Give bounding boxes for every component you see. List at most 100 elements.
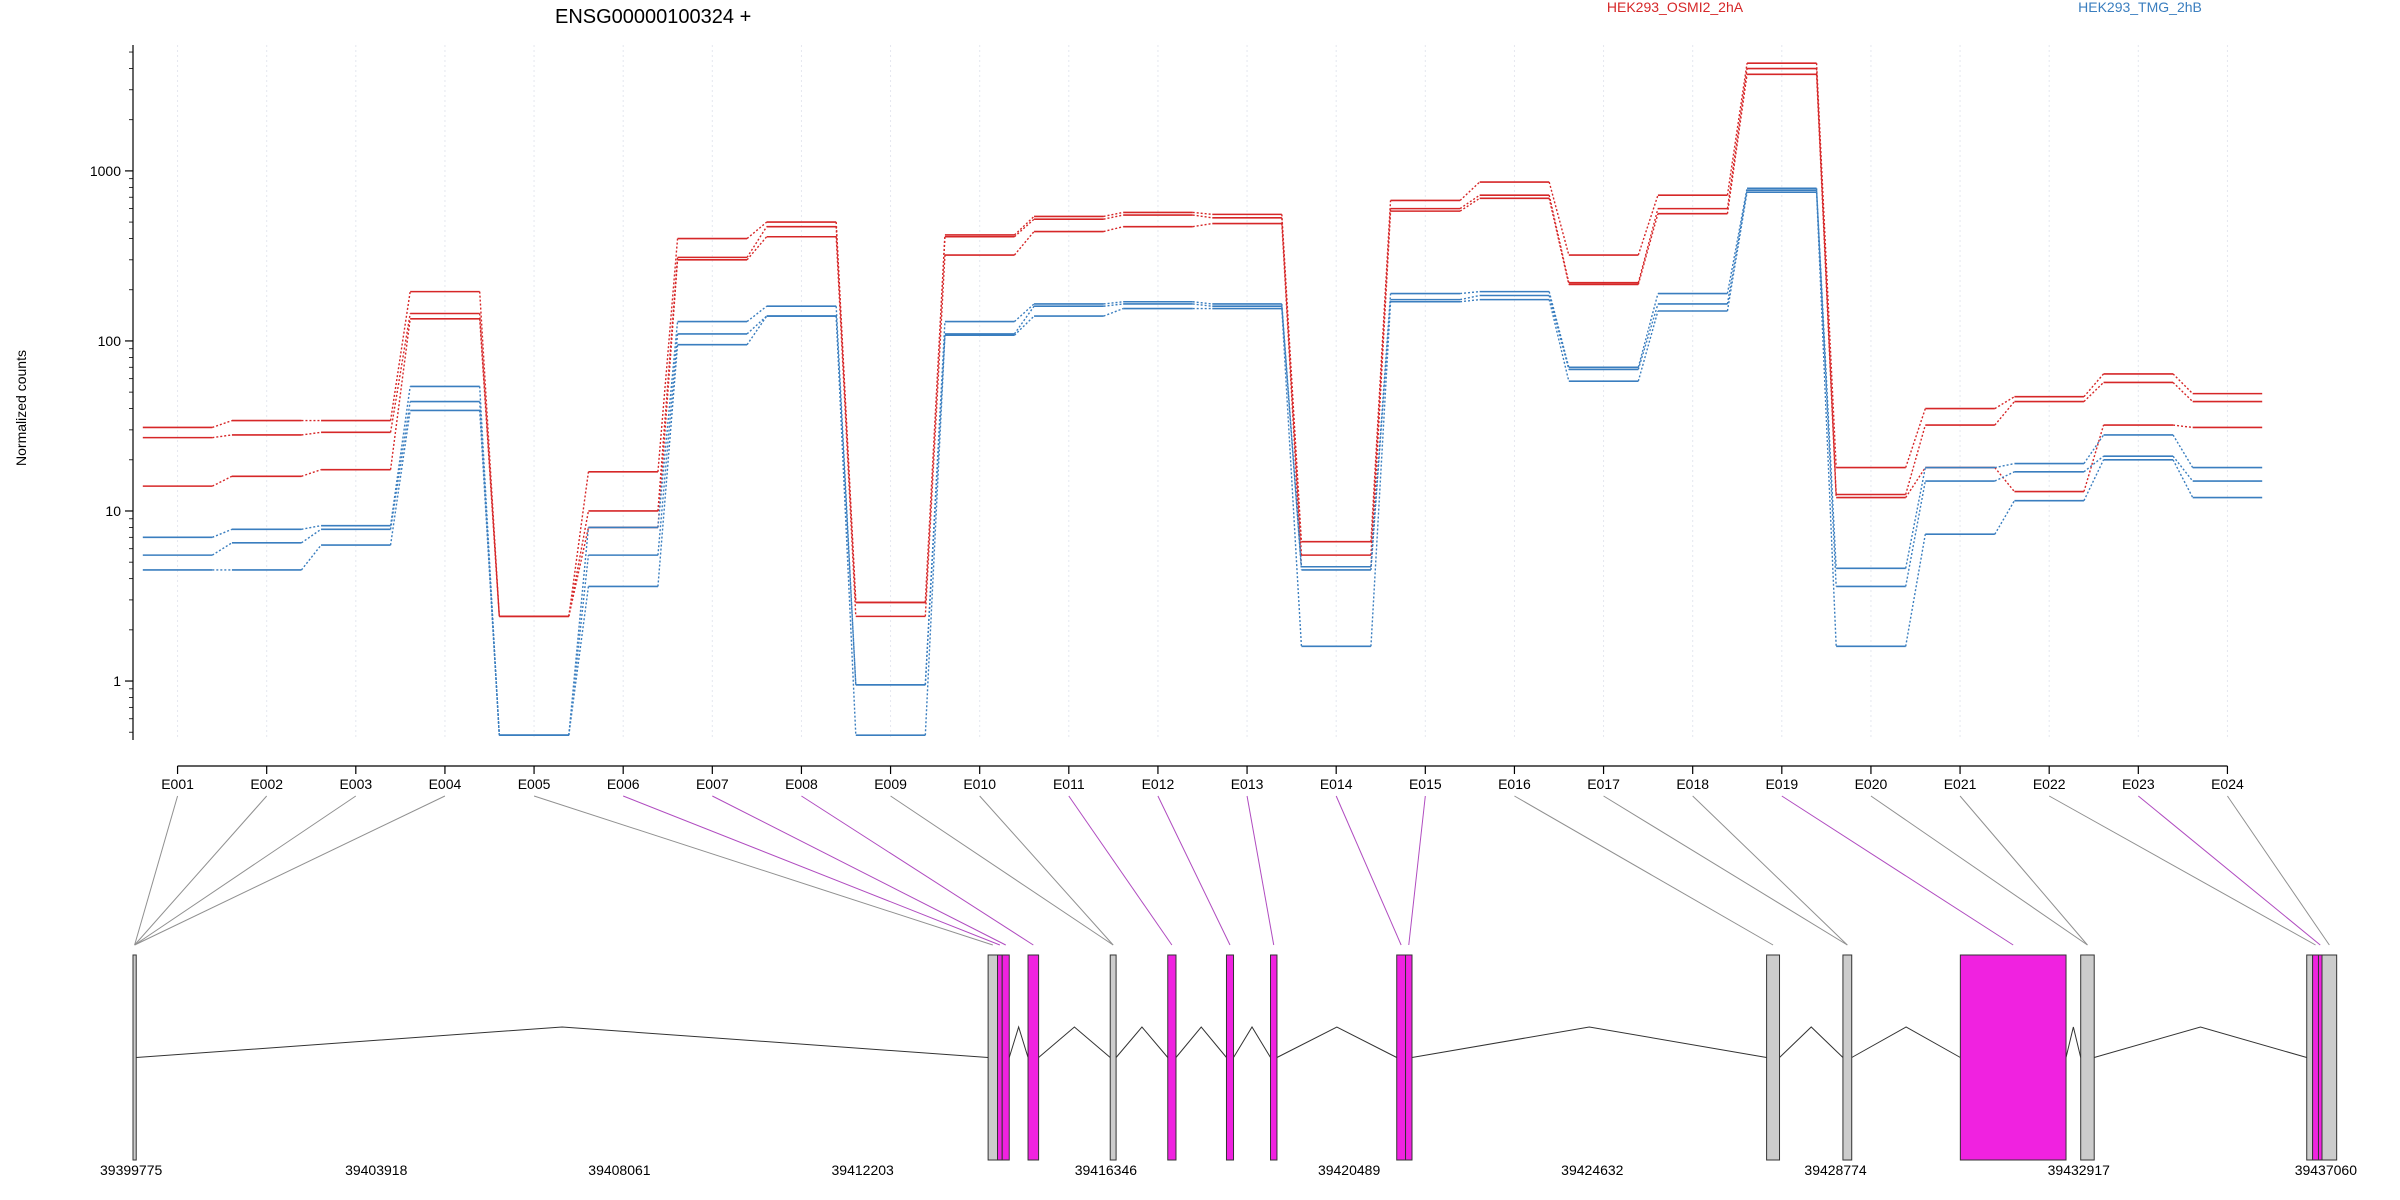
series-connector: [1905, 467, 1926, 569]
series-connector: [1815, 68, 1837, 495]
series-connector: [924, 255, 946, 617]
exon-connector: [1335, 795, 1402, 946]
series-connector: [1726, 192, 1748, 312]
series-connector: [1726, 190, 1748, 305]
series-connector: [1637, 310, 1659, 382]
series-connector: [1994, 396, 2015, 410]
series-connector: [1815, 188, 1837, 569]
series-connector: [1013, 231, 1035, 256]
exon-box-e017: [2312, 954, 2319, 1161]
coordinate-label: 39412203: [832, 1162, 895, 1178]
series-connector: [657, 333, 679, 556]
series-connector: [1370, 301, 1392, 647]
series-line: [142, 191, 2263, 737]
series-connector: [301, 524, 322, 531]
exon-connector: [1959, 795, 2088, 946]
x-tick-label: E008: [785, 776, 818, 792]
series-connector: [389, 386, 411, 526]
series-connector: [657, 321, 679, 528]
x-tick-label: E018: [1676, 776, 1709, 792]
x-tick-label: E004: [429, 776, 462, 792]
series-connector: [2083, 381, 2105, 403]
series-connector: [835, 236, 857, 617]
plot-area: [142, 62, 2263, 737]
exon-box-e008: [1225, 954, 1235, 1161]
series-connector: [389, 291, 411, 421]
series-connector: [1013, 218, 1035, 238]
series-connector: [1726, 63, 1748, 196]
series-connector: [1548, 181, 1570, 256]
series-connector: [1548, 295, 1570, 370]
x-tick-label: E016: [1498, 776, 1531, 792]
series-connector: [746, 221, 768, 240]
legend: HEK293_OSMI2_2hA HEK293_TMG_2hB: [1607, 0, 2202, 15]
y-tick-label: 100: [98, 333, 122, 349]
exon-box-e005: [1027, 954, 1040, 1161]
series-connector: [1103, 307, 1124, 317]
exon-connectors: [134, 795, 2330, 946]
x-tick-label: E010: [963, 776, 996, 792]
series-connector: [746, 315, 768, 346]
intron-line: [1115, 1026, 1169, 1058]
coordinate-label: 39420489: [1318, 1162, 1381, 1178]
series-connector: [1370, 211, 1392, 567]
series-connector: [1459, 197, 1481, 212]
series-connector: [1637, 194, 1659, 256]
exon-box-e013: [1842, 954, 1853, 1161]
series-connector: [1905, 424, 1926, 495]
x-tick-label: E021: [1944, 776, 1977, 792]
series-connector: [478, 313, 501, 617]
x-tick-label: E014: [1320, 776, 1353, 792]
exon-box-e012: [1766, 954, 1781, 1161]
series-connector: [835, 226, 857, 603]
series-connector: [1994, 401, 2015, 426]
coordinate-label: 39416346: [1075, 1162, 1138, 1178]
series-connector: [2172, 455, 2194, 482]
legend-entry: HEK293_TMG_2hB: [2078, 0, 2202, 15]
intron-line: [1779, 1026, 1844, 1058]
exon-box-e014: [1959, 954, 2067, 1161]
series-connector: [657, 259, 679, 528]
x-tick-label: E022: [2033, 776, 2066, 792]
exon-connector: [1692, 795, 1848, 946]
exon-box-e002: [987, 954, 999, 1161]
y-tick-label: 10: [105, 503, 121, 519]
series-connector: [2172, 373, 2194, 395]
series-connector: [478, 318, 501, 617]
series-connector: [1281, 308, 1303, 647]
series-connector: [1637, 303, 1659, 370]
series-connector: [1192, 301, 1213, 305]
exon-connector: [134, 795, 446, 946]
series-connector: [1459, 294, 1480, 301]
series-connector: [212, 419, 233, 429]
coordinate-label: 39408061: [588, 1162, 651, 1178]
series-connector: [1548, 291, 1570, 368]
series-connector: [1815, 74, 1837, 498]
exon-connector: [533, 795, 993, 946]
x-tick-label: E001: [161, 776, 194, 792]
series-connector: [568, 527, 590, 736]
series-line: [142, 67, 2263, 618]
x-tick-label: E002: [250, 776, 283, 792]
series-connector: [1370, 200, 1392, 542]
exon-box-e003: [997, 954, 1003, 1161]
exon-box-e019: [2321, 954, 2338, 1161]
series-connector: [1726, 74, 1748, 214]
series-connector: [1994, 462, 2015, 469]
series-connector: [2083, 434, 2105, 464]
exon-connector: [134, 795, 357, 946]
x-tick-label: E017: [1587, 776, 1620, 792]
series-line: [142, 62, 2263, 618]
x-tick-label: E007: [696, 776, 729, 792]
x-tick-label: E003: [339, 776, 372, 792]
series-connector: [1281, 223, 1303, 567]
series-connector: [746, 236, 768, 261]
series-connector: [1281, 306, 1303, 571]
intron-line: [1851, 1026, 1961, 1058]
x-tick-label: E012: [1142, 776, 1175, 792]
series-connector: [1637, 208, 1659, 283]
x-tick-label: E020: [1855, 776, 1888, 792]
series-connector: [1637, 213, 1659, 285]
y-tick-label: 1000: [90, 163, 121, 179]
exon-connector: [623, 795, 1001, 946]
